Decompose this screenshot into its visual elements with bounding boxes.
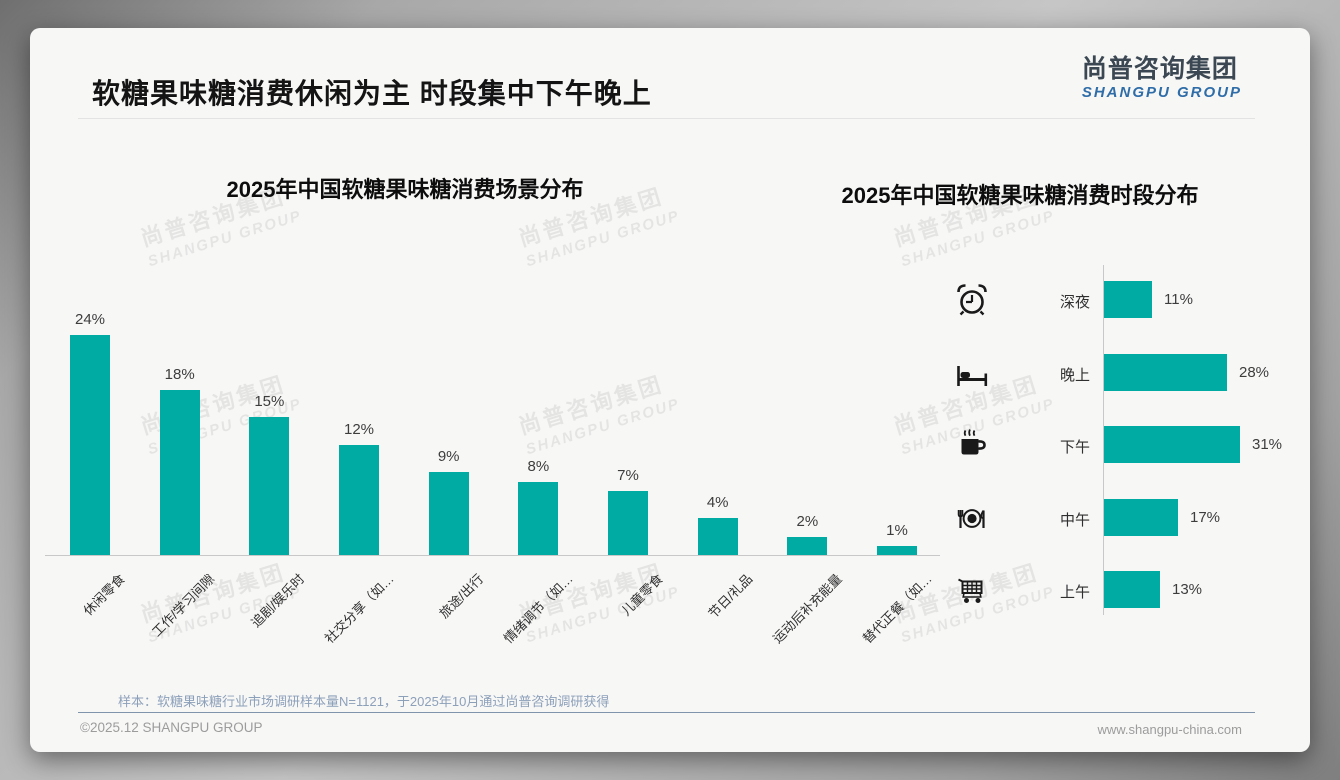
bar-value-label: 18%	[164, 366, 195, 383]
x-axis-category-label: 节日/礼品	[705, 571, 756, 622]
x-axis-category-label: 儿童零食	[618, 571, 666, 619]
scenario-chart-title: 2025年中国软糖果味糖消费场景分布	[226, 177, 584, 202]
bar-segment	[1103, 499, 1178, 536]
bar-value-label: 17%	[1190, 509, 1221, 526]
bar-value-label: 11%	[1164, 291, 1193, 308]
x-axis-category-label: 追剧/娱乐时	[247, 571, 308, 631]
dining-icon	[954, 500, 990, 536]
bar-value-label: 8%	[527, 458, 550, 475]
bar-segment	[697, 518, 738, 555]
alarm-clock-icon	[954, 282, 990, 318]
bar-value-label: 13%	[1172, 581, 1203, 598]
logo-english-text: SHANGPU GROUP	[1081, 83, 1242, 101]
x-axis-category-label: 情绪调节（如…	[501, 571, 577, 647]
y-axis-line	[1103, 265, 1104, 615]
bar-value-label: 9%	[437, 448, 460, 465]
coffee-icon	[954, 427, 990, 463]
time-chart-title: 2025年中国软糖果味糖消费时段分布	[841, 183, 1199, 208]
bar-value-label: 1%	[886, 522, 908, 539]
shopping-cart-icon	[954, 572, 990, 608]
time-period-label: 上午	[1059, 584, 1090, 601]
sample-note: 样本：软糖果味糖行业市场调研样本量N=1121，于2025年10月通过尚普咨询调…	[118, 694, 610, 709]
title-divider	[78, 118, 1255, 119]
bar-segment	[518, 482, 559, 555]
time-period-label: 中午	[1059, 512, 1090, 529]
x-axis-category-label: 旅途/出行	[436, 571, 487, 622]
bar-segment	[1103, 571, 1160, 608]
x-axis-category-label: 替代正餐（如…	[859, 571, 935, 647]
bar-segment	[339, 445, 379, 555]
bar-value-label: 24%	[74, 311, 106, 328]
bar-value-label: 15%	[254, 393, 285, 410]
bar-segment	[1103, 426, 1240, 463]
bar-value-label: 31%	[1252, 436, 1283, 453]
x-axis-category-label: 社交分享（如…	[321, 571, 397, 647]
x-axis-line	[45, 555, 940, 556]
x-axis-category-label: 运动后补充能量	[770, 571, 846, 647]
slide-card: 尚普咨询集团 SHANGPU GROUP 尚普咨询集团 SHANGPU GROUP 尚普…	[30, 28, 1310, 752]
bed-icon	[954, 355, 990, 391]
footer-divider	[78, 712, 1255, 713]
bar-segment	[428, 472, 469, 555]
time-period-label: 深夜	[1059, 294, 1090, 311]
bar-value-label: 2%	[796, 513, 819, 530]
time-period-label: 晚上	[1059, 367, 1090, 384]
bar-segment	[1103, 281, 1152, 318]
copyright-text: ©2025.12 SHANGPU GROUP	[80, 720, 263, 735]
page-title: 软糖果味糖消费休闲为主 时段集中下午晚上	[92, 78, 652, 109]
logo-chinese-text: 尚普咨询集团	[1081, 55, 1238, 83]
bar-segment	[877, 546, 918, 555]
bar-segment	[159, 390, 200, 555]
bar-segment	[70, 335, 110, 555]
x-axis-category-label: 休闲零食	[80, 571, 128, 619]
bar-segment	[787, 537, 828, 555]
company-logo: 尚普咨询集团 SHANGPU GROUP	[1081, 55, 1242, 102]
x-axis-category-label: 工作/学习间隙	[149, 571, 218, 640]
bar-value-label: 28%	[1239, 364, 1270, 381]
bar-value-label: 7%	[617, 467, 639, 484]
bar-segment	[608, 491, 649, 555]
time-period-label: 下午	[1059, 439, 1090, 456]
bar-segment	[249, 417, 290, 555]
bar-value-label: 4%	[706, 494, 729, 511]
bar-value-label: 12%	[343, 421, 375, 438]
website-text: www.shangpu-china.com	[1097, 722, 1242, 737]
bar-segment	[1103, 354, 1227, 391]
